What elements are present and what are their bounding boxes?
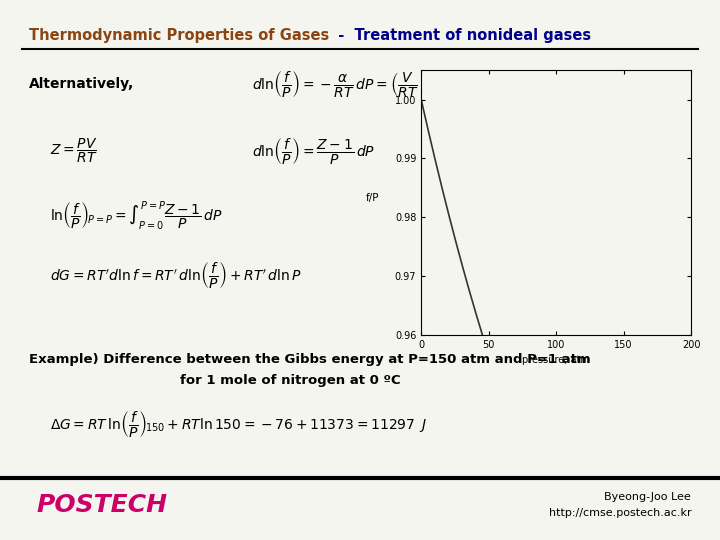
Text: $dG=RT'd\ln f=RT'\,d\ln\!\left(\dfrac{f}{P}\right)+RT'\,d\ln P$: $dG=RT'd\ln f=RT'\,d\ln\!\left(\dfrac{f}…: [50, 260, 302, 291]
Text: Byeong-Joo Lee: Byeong-Joo Lee: [605, 492, 691, 502]
Text: http://cmse.postech.ac.kr: http://cmse.postech.ac.kr: [549, 508, 691, 518]
Text: $Z=\dfrac{PV}{RT}$: $Z=\dfrac{PV}{RT}$: [50, 137, 98, 165]
Text: for 1 mole of nitrogen at 0 ºC: for 1 mole of nitrogen at 0 ºC: [180, 374, 400, 387]
Text: -  Treatment of nonideal gases: - Treatment of nonideal gases: [328, 28, 590, 43]
Text: Thermodynamic Properties of Gases: Thermodynamic Properties of Gases: [29, 28, 329, 43]
Text: POSTECH: POSTECH: [36, 493, 167, 517]
Text: $\ln\!\left(\dfrac{f}{P}\right)_{\!P=P}=\int_{P=0}^{P=P}\dfrac{Z-1}{P}\,dP$: $\ln\!\left(\dfrac{f}{P}\right)_{\!P=P}=…: [50, 199, 223, 233]
Text: $d\ln\!\left(\dfrac{f}{P}\right)=-\dfrac{\alpha}{RT}\,dP=\left(\dfrac{V}{RT}-\df: $d\ln\!\left(\dfrac{f}{P}\right)=-\dfrac…: [252, 69, 472, 99]
Text: Alternatively,: Alternatively,: [29, 77, 134, 91]
Text: Example) Difference between the Gibbs energy at P=150 atm and P=1 atm: Example) Difference between the Gibbs en…: [29, 353, 590, 366]
Text: $d\ln\!\left(\dfrac{f}{P}\right)=\dfrac{Z-1}{P}\,dP$: $d\ln\!\left(\dfrac{f}{P}\right)=\dfrac{…: [252, 136, 375, 166]
X-axis label: pressure, atm: pressure, atm: [522, 355, 590, 365]
Text: $\Delta G=RT\,\ln\!\left(\dfrac{f}{P}\right)_{\!150}+RT\ln150=-76+11373=11297\;\: $\Delta G=RT\,\ln\!\left(\dfrac{f}{P}\ri…: [50, 409, 428, 439]
Y-axis label: f/P: f/P: [366, 192, 379, 202]
